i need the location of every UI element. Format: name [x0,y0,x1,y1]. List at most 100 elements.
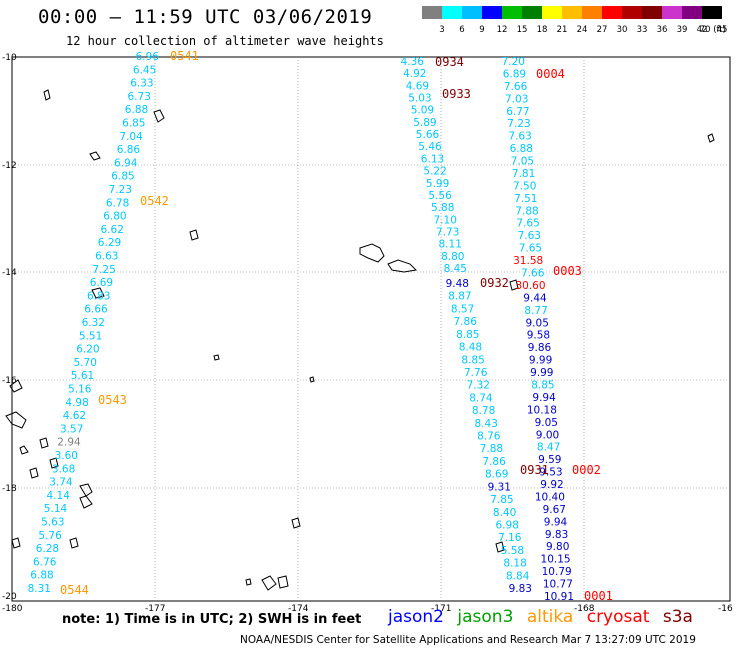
swh-label: 5.99 [426,178,449,190]
swh-label: 8.45 [444,263,467,275]
swh-label: 7.50 [513,180,536,192]
sat-jason2: jason2 [388,607,444,627]
swh-label: 10.40 [535,492,565,504]
swh-label: 5.61 [71,370,94,382]
legend-label: 42 [697,25,708,35]
swh-label: 9.59 [538,454,561,466]
legend-swatch [462,6,482,19]
swh-label: 10.79 [542,566,572,578]
swh-label: 4.69 [406,80,429,92]
swh-label: 10.15 [541,554,571,566]
swh-label: 7.23 [109,184,132,196]
swh-label: 3.68 [52,463,75,475]
lat-tick-label: -20 [2,592,17,602]
swh-label: 9.05 [526,317,549,329]
swh-label: 8.69 [485,469,508,481]
swh-label: 10.77 [543,579,573,591]
sat-altika: altika [526,607,574,627]
swh-label: 6.33 [130,78,153,90]
time-label: 0931 [520,463,549,477]
time-label: 0004 [536,67,565,81]
swh-label: 31.58 [513,255,543,267]
legend-label: 36 [657,25,668,35]
legend-swatch [662,6,682,19]
swh-label: 4.92 [403,68,426,80]
swh-label: 7.65 [519,243,542,255]
swh-label: 7.16 [498,532,522,544]
swh-label: 7.04 [119,131,143,143]
legend-swatch [682,6,702,19]
lat-tick-label: -16 [2,376,17,386]
swh-label: 4.62 [63,410,86,422]
swh-label: 7.85 [490,494,513,506]
swh-label: 8.85 [531,380,554,392]
swh-label: 6.62 [101,224,124,236]
legend-label: 3 [439,25,444,35]
swh-label: 7.88 [480,443,503,455]
legend-label: 27 [597,25,608,35]
swh-label: 7.86 [454,316,478,328]
swh-label: 8.57 [451,303,474,315]
legend-label: 70 (ft) [700,25,726,35]
swh-label: 6.45 [133,64,156,76]
legend-swatch [622,6,642,19]
swh-label: 2.94 [57,437,81,449]
swh-label: 6.88 [125,104,148,116]
swh-label: 9.44 [523,292,547,304]
swh-label: 6.86 [117,144,141,156]
coastlines [5,89,715,591]
swh-label: 7.66 [521,268,545,280]
swh-label: 9.99 [530,367,553,379]
swh-label: 7.63 [508,131,531,143]
map-title: 00:00 – 11:59 UTC 03/06/2019 [38,6,373,28]
lat-tick-label: -12 [2,161,17,171]
legend-swatch [442,6,462,19]
swh-label: 9.94 [532,392,556,404]
swh-label: 10.91 [544,591,574,603]
swh-label: 6.94 [114,157,138,169]
swh-label: 5.03 [408,93,431,105]
swh-label: 6.78 [106,197,129,209]
swh-label: 6.83 [87,290,110,302]
swh-label: 8.80 [441,251,464,263]
legend-swatch [602,6,622,19]
swh-label: 8.76 [477,431,501,443]
swh-label: 6.85 [111,171,134,183]
legend-swatch [582,6,602,19]
swh-label: 6.13 [421,153,444,165]
lon-tick-label: -180 [2,604,23,614]
legend-label: 12 [497,25,508,35]
legend-swatch [642,6,662,19]
swh-label: 7.63 [518,230,541,242]
swh-label: 5.63 [41,517,64,529]
legend-label: 39 [677,25,688,35]
swh-label: 3.60 [55,450,78,462]
swh-label: 10.18 [527,404,557,416]
swh-label: 7.66 [504,81,528,93]
legend-swatch [542,6,562,19]
lon-tick-label: -16 [718,604,733,614]
swh-label: 7.25 [92,264,115,276]
legend-swatch [422,6,442,19]
swh-label: 6.77 [506,106,529,118]
time-label: 0543 [98,393,127,407]
map-subtitle: 12 hour collection of altimeter wave hei… [66,34,384,48]
swh-label: 8.77 [524,305,547,317]
swh-label: 6.76 [33,556,57,568]
swh-label: 3.74 [49,477,73,489]
time-label: 0933 [442,87,471,101]
swh-label: 3.57 [60,423,83,435]
legend-label: 21 [557,25,568,35]
swh-label: 5.76 [38,530,62,542]
legend-swatch [562,6,582,19]
swh-label: 8.11 [439,239,462,251]
time-label: 0544 [60,583,89,597]
swh-label: 9.58 [527,330,550,342]
swh-label: 6.98 [496,520,519,532]
swh-label: 5.58 [501,545,524,557]
swh-label: 9.53 [539,467,562,479]
legend-label: 30 [617,25,628,35]
swh-label: 5.46 [418,141,442,153]
